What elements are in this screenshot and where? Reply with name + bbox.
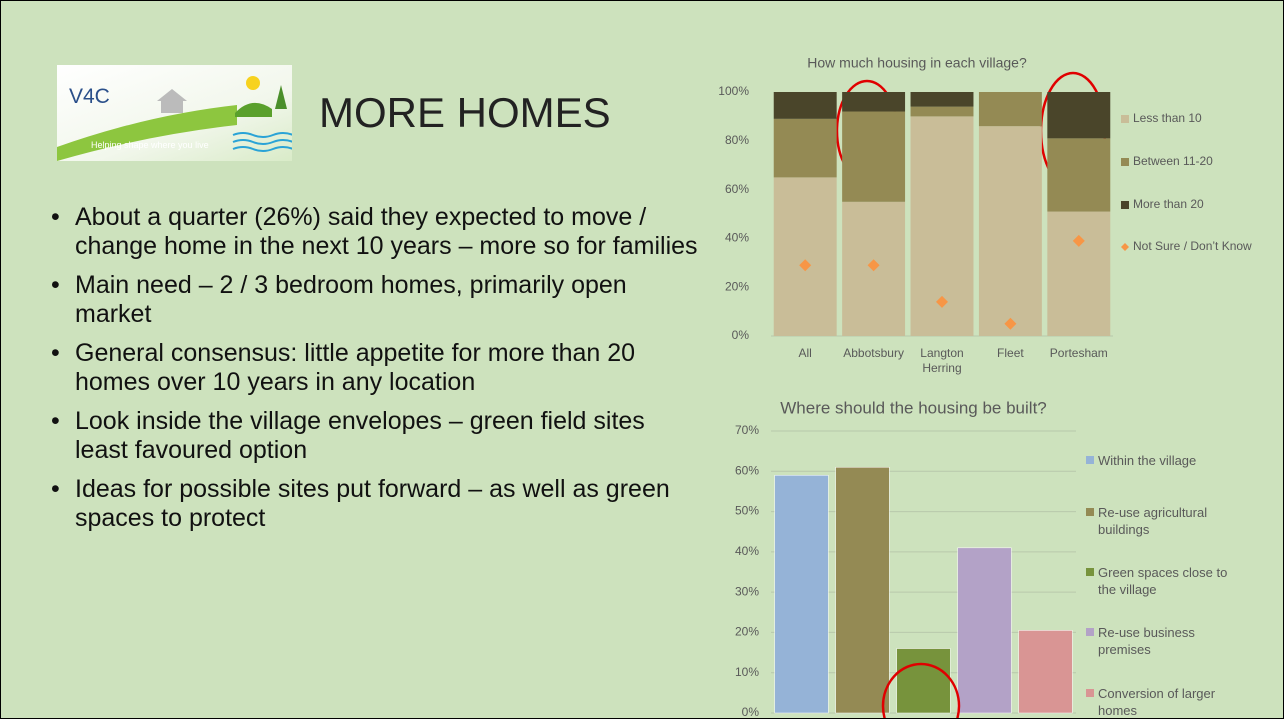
chart-title: Where should the housing be built?	[780, 398, 1047, 417]
y-tick-label: 70%	[735, 423, 759, 437]
x-tick-label: Langton Herring	[920, 346, 964, 375]
x-tick-label: Portesham	[1049, 346, 1108, 360]
bullet: Main need – 2 / 3 bedroom homes, primari…	[51, 271, 701, 329]
y-tick-label: 0%	[732, 328, 750, 342]
legend-label: Less than 10	[1133, 111, 1202, 125]
legend-marker	[1121, 243, 1129, 251]
legend-swatch	[1121, 201, 1129, 209]
scatter-point	[799, 259, 812, 272]
y-tick-label: 20%	[725, 279, 749, 293]
y-tick-label: 30%	[735, 584, 759, 598]
bullet-list: About a quarter (26%) said they expected…	[51, 203, 701, 543]
bar-segment	[978, 92, 1042, 127]
legend-label: Not Sure / Don’t Know	[1133, 239, 1252, 253]
legend-swatch	[1086, 508, 1094, 516]
x-tick-label: Fleet	[997, 346, 1024, 360]
x-tick-label: All	[798, 346, 812, 360]
legend-swatch	[1086, 689, 1094, 697]
legend-swatch	[1121, 115, 1129, 123]
bullet: Ideas for possible sites put forward – a…	[51, 475, 701, 533]
y-tick-label: 80%	[725, 133, 749, 147]
slide-title: MORE HOMES	[319, 89, 611, 136]
bar-segment	[1047, 92, 1111, 139]
bar-segment	[842, 92, 906, 112]
logo-tagline: Helping shape where you live	[91, 140, 209, 150]
bar	[1018, 630, 1073, 714]
legend-label: Within the village	[1098, 453, 1197, 468]
scatter-point	[936, 295, 948, 308]
scatter-point	[867, 259, 880, 272]
x-tick-label: Abbotsbury	[843, 346, 904, 360]
bar-segment	[773, 92, 837, 119]
legend-swatch	[1086, 628, 1094, 636]
y-tick-label: 0%	[742, 705, 760, 718]
bar-segment	[773, 118, 837, 178]
bar-segment	[910, 92, 974, 107]
y-tick-label: 100%	[718, 84, 749, 98]
legend-label: Green spaces close to the village	[1098, 565, 1228, 597]
legend-swatch	[1086, 568, 1094, 576]
bar	[835, 467, 890, 714]
y-tick-label: 60%	[735, 463, 759, 477]
y-tick-label: 40%	[725, 231, 749, 245]
legend-swatch	[1086, 456, 1094, 464]
y-tick-label: 10%	[735, 665, 759, 679]
y-tick-label: 20%	[735, 625, 759, 639]
bar	[896, 648, 951, 714]
bar	[774, 475, 829, 714]
bar	[957, 547, 1012, 714]
chart-title: How much housing in each village?	[807, 55, 1027, 71]
highlight-circle	[881, 662, 961, 718]
scatter-point	[1004, 317, 1017, 330]
legend-label: Conversion of larger homes	[1098, 686, 1216, 718]
bar-segment	[773, 177, 837, 336]
scatter-point	[1072, 234, 1085, 247]
legend-label: Re-use business premises	[1098, 625, 1195, 657]
bar-segment	[842, 111, 906, 202]
legend-label: Re-use agricultural buildings	[1098, 505, 1208, 537]
y-tick-label: 60%	[725, 182, 749, 196]
legend-label: More than 20	[1133, 197, 1204, 211]
logo-art	[57, 76, 292, 161]
bullet: About a quarter (26%) said they expected…	[51, 203, 701, 261]
y-tick-label: 50%	[735, 504, 759, 518]
logo: V4C Helping shape where you live	[57, 65, 292, 161]
bullet: General consensus: little appetite for m…	[51, 339, 701, 397]
bar-segment	[1047, 138, 1111, 212]
bar-segment	[1047, 211, 1111, 336]
bullet: Look inside the village envelopes – gree…	[51, 407, 701, 465]
legend-swatch	[1121, 158, 1129, 166]
y-tick-label: 40%	[735, 544, 759, 558]
legend-label: Between 11-20	[1133, 154, 1213, 168]
bar-segment	[978, 126, 1042, 336]
logo-text: V4C	[69, 85, 110, 108]
bar-segment	[910, 106, 974, 117]
